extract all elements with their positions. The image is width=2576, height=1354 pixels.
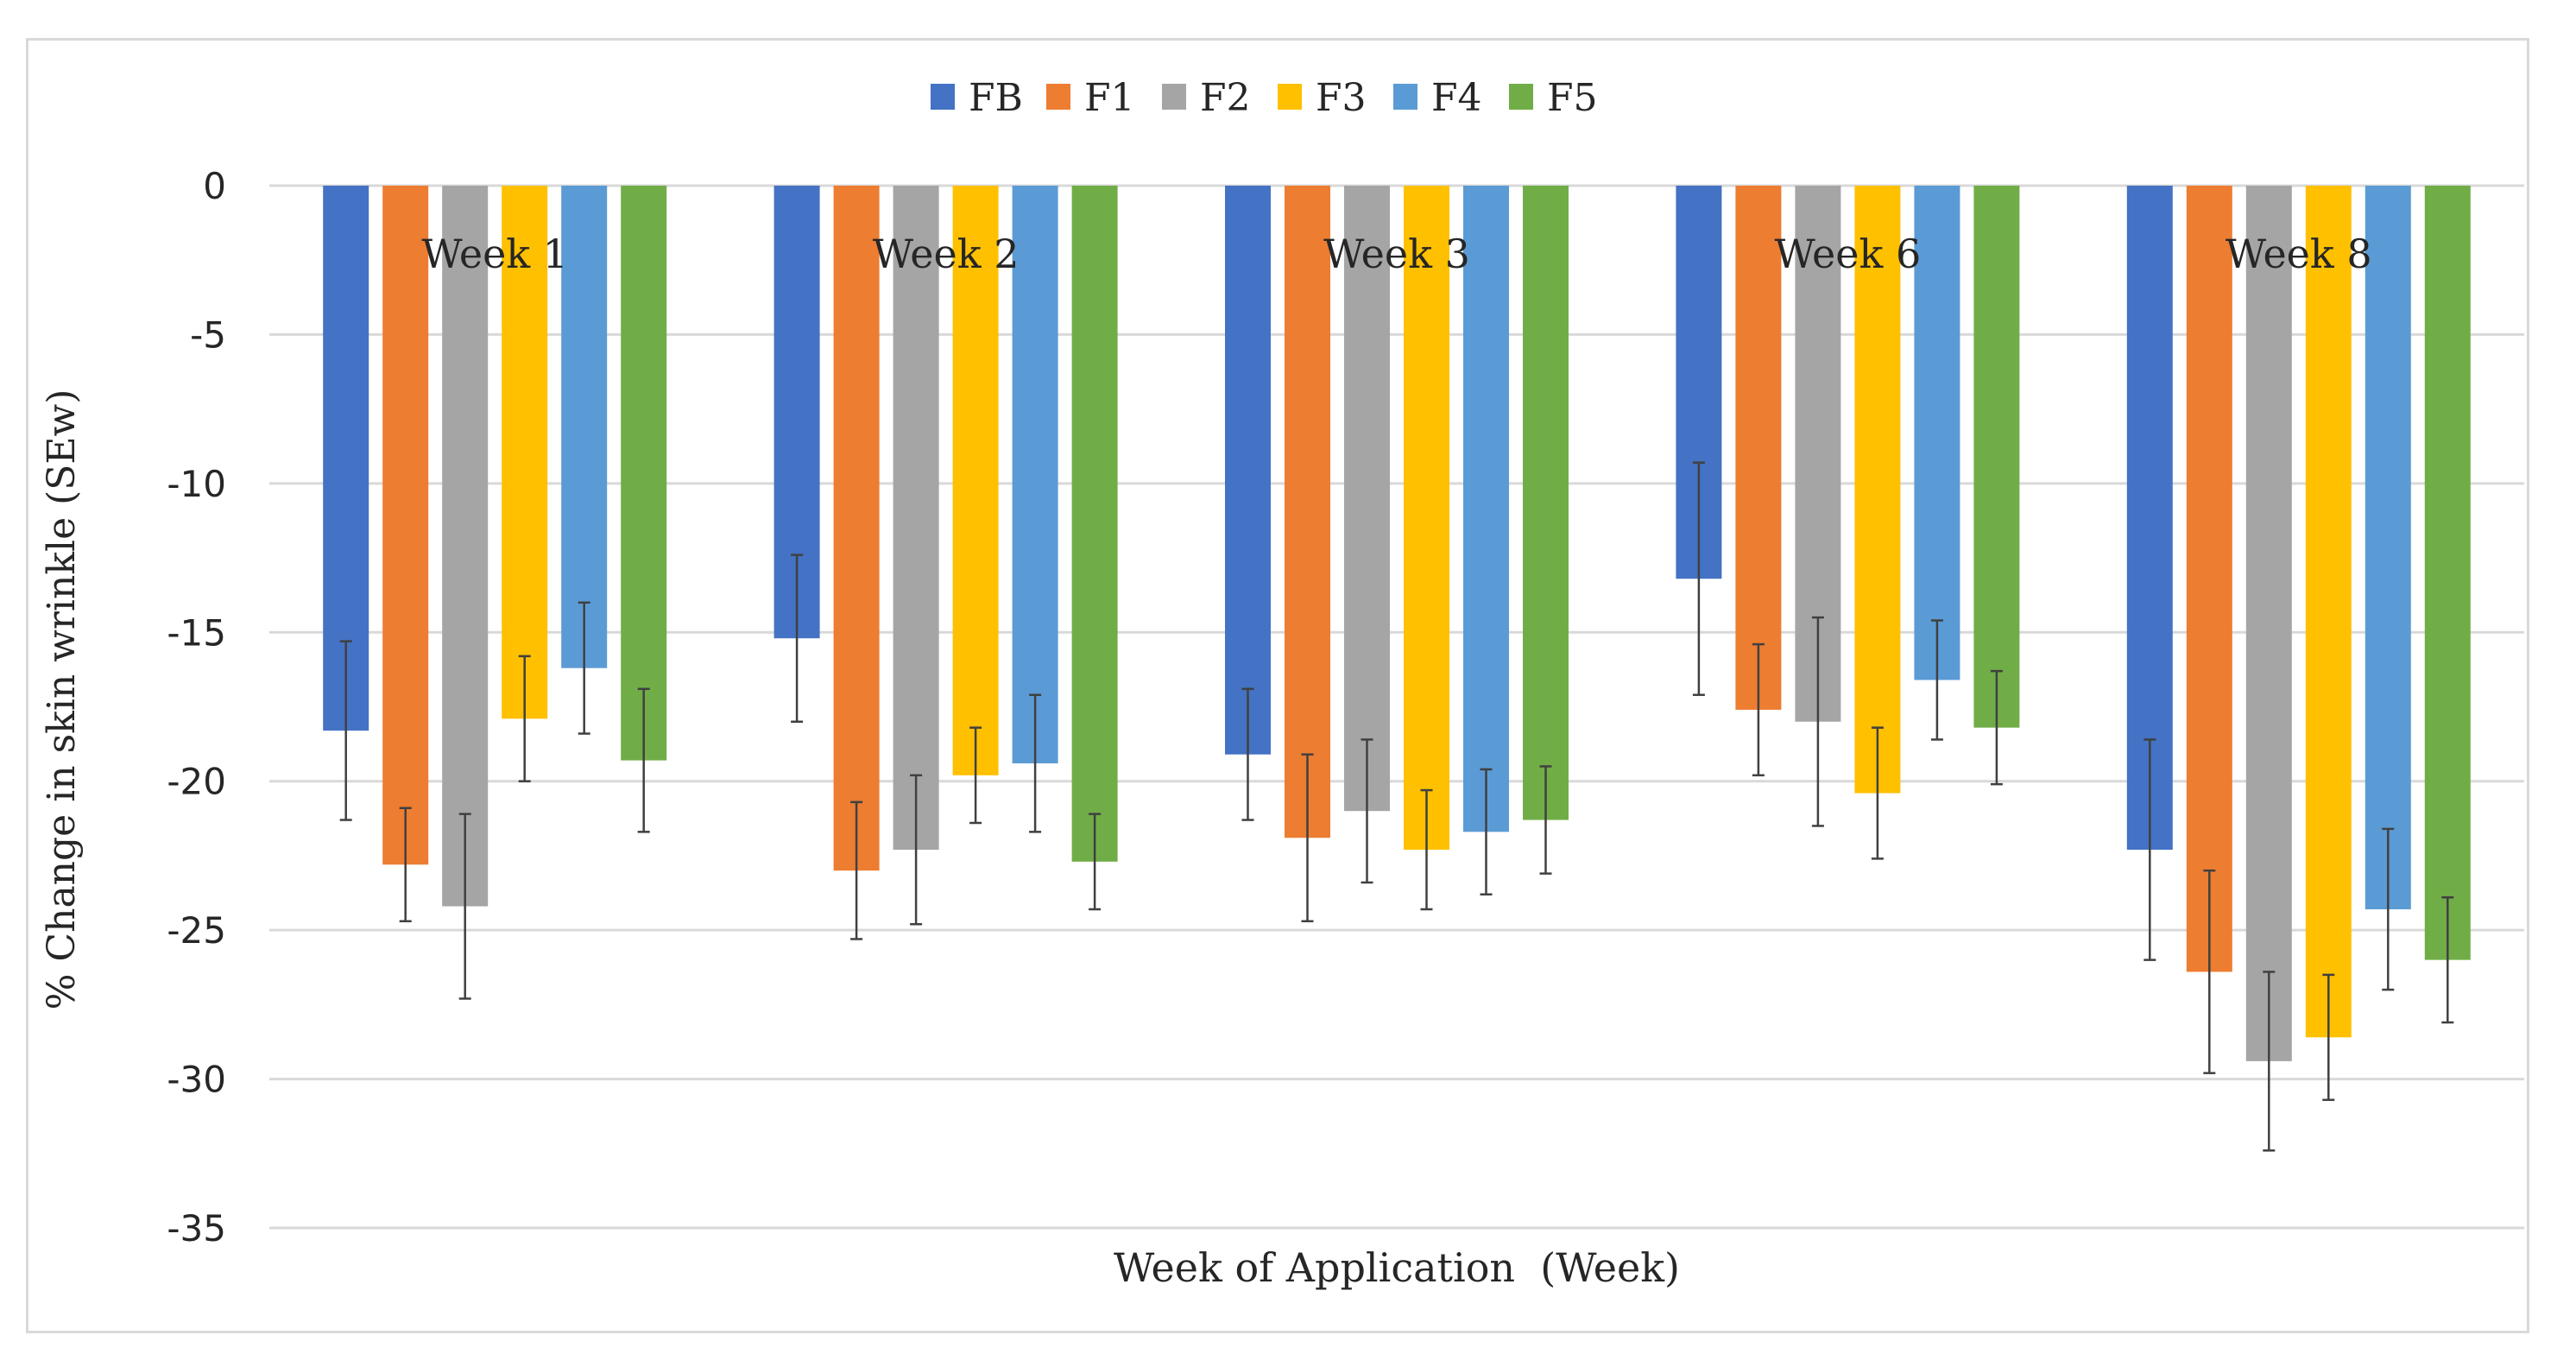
category-label: Week 2 [873,231,1020,277]
gridlines [269,184,2524,1230]
category-labels: Week 1 Week 2 Week 3 Week 6 Week 8 [421,231,2371,277]
bar [1071,186,1118,862]
bar [1523,186,1569,820]
bar [382,186,429,865]
legend-label: F5 [1547,76,1598,120]
bar [2245,186,2292,1061]
legend-swatch [1278,84,1302,110]
bars [323,186,2471,1061]
category-label: Week 1 [421,231,568,277]
legend-swatch [1162,84,1186,110]
bar [442,186,489,907]
bar [621,186,667,761]
bar [561,186,608,668]
bar [2186,186,2232,972]
y-tick-label: -20 [167,761,226,803]
legend-label: F3 [1316,76,1367,120]
bar [1735,186,1782,710]
bar [1225,186,1271,755]
legend-swatch [1046,84,1070,110]
bar [1285,186,1330,838]
legend-swatch [1393,84,1417,110]
legend-label: F1 [1084,76,1135,120]
bar [2424,186,2471,960]
category-label: Week 8 [2226,231,2372,277]
bar [1404,186,1449,851]
y-tick-label: -15 [167,611,226,654]
y-tick-label: -5 [190,313,226,356]
legend-swatch [1509,84,1533,110]
legend: FB F1 F2 F3 F4 F5 [931,76,1598,120]
bar [952,186,999,775]
bar [502,186,548,719]
y-tick-label: -35 [167,1207,226,1250]
bar [323,186,369,731]
error-bars [339,461,2454,1152]
bar [1012,186,1058,764]
bar [893,186,939,851]
legend-label: F2 [1200,76,1251,120]
y-tick-label: -10 [167,463,226,505]
bar [1914,186,1960,680]
y-tick-label: 0 [203,165,226,207]
y-axis-label: % Change in skin wrinkle (SEw) [40,389,84,1010]
legend-swatch [931,84,955,110]
y-tick-label: -30 [167,1059,226,1101]
bar [1344,186,1390,812]
bar [2364,186,2411,910]
category-label: Week 6 [1775,231,1922,277]
y-axis-ticks: 0 -5 -10 -15 -20 -25 -30 -35 [167,165,226,1250]
bar [833,186,880,871]
bar [2305,186,2352,1038]
legend-label: F4 [1431,76,1482,120]
y-tick-label: -25 [167,909,226,952]
bar [1973,186,2020,728]
category-label: Week 3 [1323,231,1470,277]
bar [1463,186,1509,832]
x-axis-label: Week of Application (Week) [1114,1244,1680,1291]
legend-label: FB [969,76,1023,120]
bar [1854,186,1901,794]
